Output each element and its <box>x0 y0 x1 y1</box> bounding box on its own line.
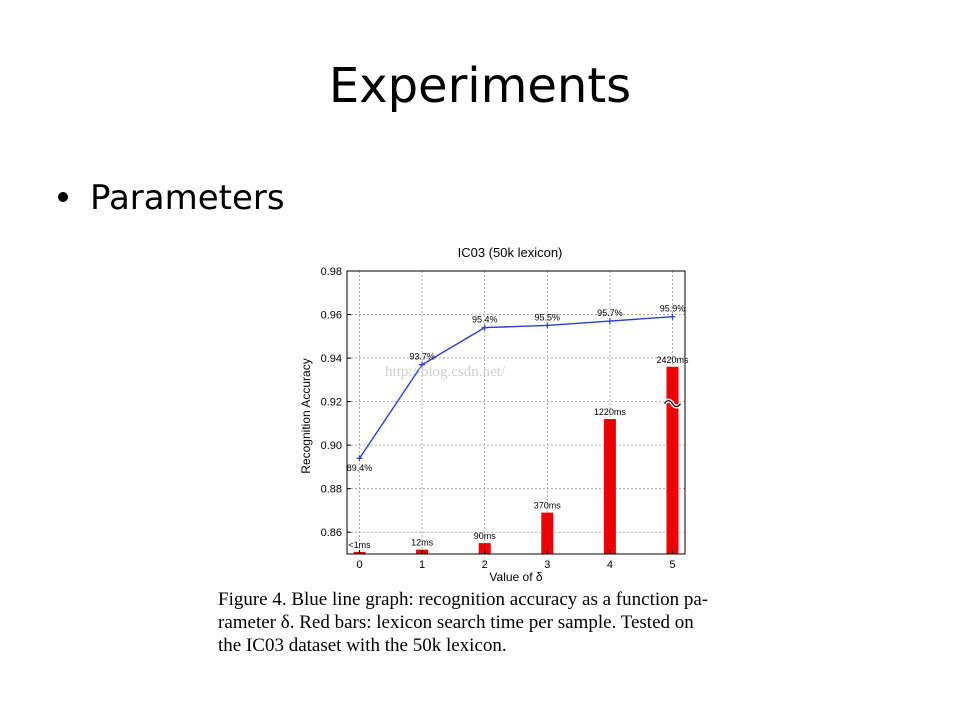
x-tick-label: 0 <box>356 559 362 571</box>
accuracy-point <box>669 313 676 320</box>
accuracy-line <box>358 316 673 459</box>
caption-line: Figure 4. Blue line graph: recognition a… <box>218 589 709 610</box>
bars-series: <1ms 12ms 90ms 370ms 1220ms 2420ms <box>348 355 689 554</box>
plot-frame <box>346 270 686 555</box>
y-tick-label: 0.96 <box>321 310 342 322</box>
time-bar-label: 370ms <box>534 501 562 511</box>
watermark: http://blog.csdn.net/ <box>385 364 506 380</box>
time-bar <box>541 512 554 554</box>
y-tick-label: 0.86 <box>321 527 342 539</box>
x-tick-label: 4 <box>607 559 613 571</box>
bullet-icon <box>58 191 68 202</box>
time-bar <box>666 366 679 554</box>
caption-line: the IC03 dataset with the 50k lexicon. <box>218 635 507 656</box>
x-tick-label: 5 <box>669 559 675 571</box>
caption-line: rameter δ. Red bars: lexicon search time… <box>218 612 694 633</box>
chart-title: IC03 (50k lexicon) <box>458 245 563 260</box>
accuracy-point <box>419 361 426 368</box>
y-tick-label: 0.90 <box>321 440 342 452</box>
time-bar-label: 1220ms <box>594 407 627 417</box>
accuracy-point <box>356 455 363 462</box>
accuracy-series: 89.4% 93.7% 95.4% 95.5% 95.7% 95.9% <box>347 304 685 474</box>
time-bar-label: <1ms <box>348 540 371 550</box>
accuracy-point <box>606 318 613 325</box>
figure-caption: Figure 4. Blue line graph: recognition a… <box>218 588 778 657</box>
y-tick-label: 0.88 <box>321 484 342 496</box>
x-tick-label: 1 <box>419 559 425 571</box>
y-tick-label: 0.94 <box>321 353 342 365</box>
time-bar-label: 12ms <box>411 538 434 548</box>
time-bar <box>478 543 491 554</box>
accuracy-point-label: 95.9% <box>660 304 686 314</box>
time-bar-label: 90ms <box>474 531 497 541</box>
y-tick-label: 0.98 <box>321 266 342 278</box>
accuracy-point-label: 95.7% <box>597 308 623 318</box>
x-tick-label: 3 <box>544 559 550 571</box>
accuracy-point-label: 89.4% <box>347 463 373 473</box>
x-tick-label: 2 <box>482 559 488 571</box>
time-bar <box>603 419 616 554</box>
accuracy-point <box>544 322 551 329</box>
accuracy-point-label: 95.4% <box>472 315 498 325</box>
y-axis-label: Recognition Accuracy <box>299 358 313 473</box>
bullet-item: Parameters <box>58 178 285 218</box>
accuracy-chart: IC03 (50k lexicon) <1ms 12ms 90ms 370ms 1220… <box>290 236 710 586</box>
chart-background <box>290 236 710 586</box>
bullet-label: Parameters <box>90 178 285 218</box>
accuracy-point-label: 93.7% <box>409 352 435 362</box>
slide-title: Experiments <box>328 58 632 114</box>
bar-break-marker <box>663 400 681 408</box>
x-axis-label: Value of δ <box>489 570 542 584</box>
time-bar-label: 2420ms <box>656 355 689 365</box>
y-tick-label: 0.92 <box>321 397 342 409</box>
axes: 0.86 0.88 0.90 0.92 0.94 0.96 0.98 0 1 2 3 4 5 <box>321 266 686 571</box>
accuracy-point <box>481 324 488 331</box>
accuracy-point-label: 95.5% <box>535 312 561 322</box>
